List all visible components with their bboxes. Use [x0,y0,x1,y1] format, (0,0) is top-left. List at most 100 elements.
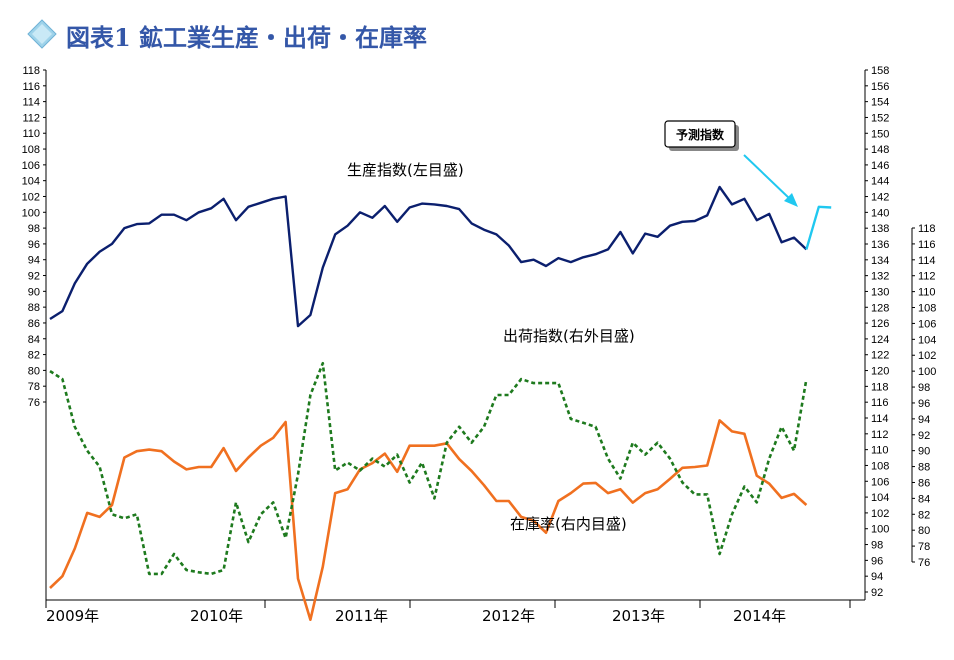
x-tick-label: 2014年 [733,607,786,625]
right-outer-tick-label: 144 [871,176,889,188]
left-tick-label: 82 [28,350,40,362]
right-inner-axis-ticks: 76 78 80 82 84 86 88 90 92 94 96 98 100 102 104 106 108 1… [912,223,936,569]
label-production: 生産指数(左目盛) [347,161,464,179]
right-outer-tick-label: 156 [871,81,889,93]
right-inner-tick-label: 92 [918,430,930,442]
right-inner-tick-label: 90 [918,446,930,458]
right-inner-tick-label: 76 [918,557,930,569]
right-inner-tick-label: 78 [918,541,930,553]
right-outer-tick-label: 126 [871,318,889,330]
right-inner-tick-label: 82 [918,509,930,521]
x-axis-labels: 2009年 2010年 2011年 2012年 2013年 2014年 [45,600,851,625]
right-outer-tick-label: 136 [871,239,889,251]
right-inner-tick-label: 104 [918,334,936,346]
right-outer-tick-label: 154 [871,97,889,109]
left-tick-label: 110 [22,128,40,140]
right-inner-tick-label: 86 [918,477,930,489]
right-inner-tick-label: 94 [918,414,930,426]
left-tick-label: 96 [28,239,40,251]
left-tick-label: 92 [28,271,40,283]
series-line-production [49,185,808,328]
right-outer-tick-label: 150 [871,128,889,140]
label-inventory: 在庫率(右内目盛) [510,515,627,533]
right-outer-tick-label: 148 [871,144,889,156]
right-outer-tick-label: 116 [871,397,889,409]
left-tick-label: 100 [22,207,40,219]
left-tick-label: 98 [28,223,40,235]
x-tick-label: 2013年 [612,607,665,625]
right-outer-tick-label: 94 [871,571,883,583]
diamond-highlight [32,24,52,44]
forecast-arrow-line [743,154,791,200]
forecast-arrow-head [784,193,798,207]
right-inner-tick-label: 88 [918,462,930,474]
left-axis-ticks: 76 78 80 82 84 86 88 90 92 94 96 98 100 102 104 106 108 1… [22,65,46,409]
right-inner-tick-label: 102 [918,350,936,362]
right-outer-tick-label: 142 [871,192,889,204]
right-outer-tick-label: 140 [871,207,889,219]
right-outer-tick-label: 134 [871,255,889,267]
left-tick-label: 118 [22,65,40,77]
right-outer-tick-label: 118 [871,381,889,393]
right-outer-tick-label: 158 [871,65,889,77]
right-inner-tick-label: 96 [918,398,930,410]
right-inner-tick-label: 80 [918,525,930,537]
forecast-box [664,120,736,148]
right-outer-tick-label: 106 [871,476,889,488]
right-outer-tick-label: 110 [871,445,889,457]
right-outer-tick-label: 120 [871,366,889,378]
left-tick-label: 80 [28,365,40,377]
left-tick-label: 108 [22,144,40,156]
left-tick-label: 76 [28,397,40,409]
x-tick-label: 2009年 [46,607,99,625]
title-area: 図表1 鉱工業生産・出荷・在庫率 [27,19,427,52]
left-tick-label: 90 [28,286,40,298]
forecast-label: 予測指数 [676,127,725,142]
right-inner-tick-label: 110 [918,287,936,299]
forecast-callout: 予測指数 [664,120,798,207]
right-outer-tick-label: 146 [871,160,889,172]
left-tick-label: 78 [28,381,40,393]
right-outer-tick-label: 108 [871,460,889,472]
right-outer-tick-label: 112 [871,429,889,441]
left-tick-label: 94 [28,255,40,267]
right-inner-tick-label: 100 [918,366,936,378]
right-outer-tick-label: 130 [871,286,889,298]
right-outer-axis-ticks: 92 94 96 98 100 102 104 106 108 110 112 114 116 118 12… [865,65,889,599]
right-outer-tick-label: 122 [871,350,889,362]
left-tick-label: 88 [28,302,40,314]
right-inner-tick-label: 98 [918,382,930,394]
chart-title: 図表1 鉱工業生産・出荷・在庫率 [66,23,427,52]
right-inner-tick-label: 118 [918,223,936,235]
right-outer-tick-label: 102 [871,508,889,520]
right-outer-tick-label: 104 [871,492,889,504]
x-tick-label: 2011年 [335,607,388,625]
right-outer-tick-label: 114 [871,413,889,425]
series-line-shipments [49,419,808,622]
left-tick-label: 86 [28,318,40,330]
left-tick-label: 104 [22,176,40,188]
series-line-inventory [49,361,808,576]
right-inner-tick-label: 106 [918,318,936,330]
right-outer-tick-label: 152 [871,112,889,124]
right-outer-tick-label: 132 [871,271,889,283]
right-outer-tick-label: 124 [871,334,889,346]
series-line-forecast [805,205,832,250]
right-inner-tick-label: 108 [918,303,936,315]
series-lines [49,185,832,622]
right-outer-tick-label: 100 [871,524,889,536]
right-inner-tick-label: 84 [918,493,930,505]
right-outer-tick-label: 128 [871,302,889,314]
right-outer-tick-label: 138 [871,223,889,235]
left-tick-label: 112 [22,112,40,124]
right-outer-tick-label: 98 [871,540,883,552]
left-tick-label: 102 [22,191,40,203]
left-tick-label: 114 [22,97,40,109]
left-tick-label: 116 [22,81,40,93]
right-inner-tick-label: 116 [918,239,936,251]
x-tick-label: 2010年 [190,607,243,625]
left-tick-label: 106 [22,160,40,172]
right-outer-tick-label: 92 [871,587,883,599]
left-tick-label: 84 [28,334,40,346]
